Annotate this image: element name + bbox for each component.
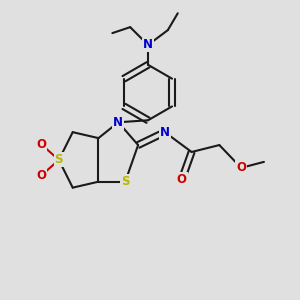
- Text: N: N: [113, 116, 123, 129]
- Text: O: O: [36, 138, 46, 151]
- Text: N: N: [160, 126, 170, 139]
- Text: S: S: [121, 175, 130, 188]
- Text: O: O: [236, 161, 246, 174]
- Text: O: O: [177, 173, 187, 186]
- Text: O: O: [36, 169, 46, 182]
- Text: N: N: [143, 38, 153, 52]
- Text: S: S: [55, 153, 63, 167]
